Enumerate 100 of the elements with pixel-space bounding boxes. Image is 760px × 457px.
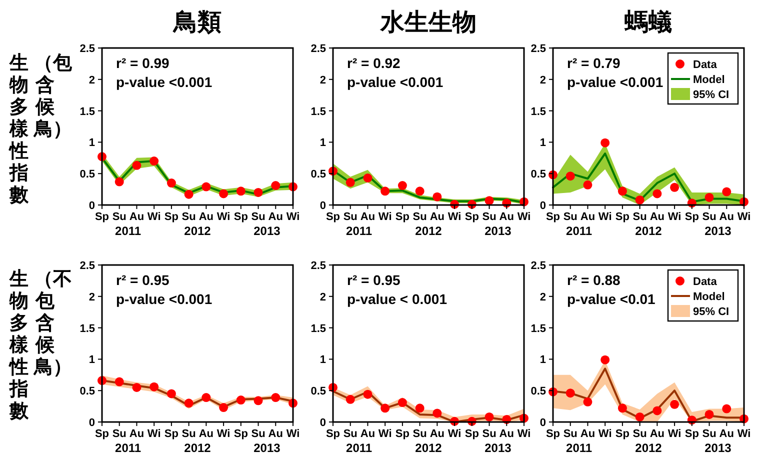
x-tick-label: Wi [286, 211, 300, 223]
point [652, 189, 662, 198]
point [618, 404, 627, 413]
y-tick-label: 2.5 [310, 43, 326, 55]
point [219, 189, 228, 198]
y-tick-label: 2 [88, 291, 95, 304]
y-tick-label: 2.5 [530, 260, 546, 272]
text: 2011 [346, 224, 372, 238]
x-tick-label: Wi [378, 211, 392, 223]
x-tick-label: Su [412, 211, 427, 223]
x-tick-label: Su [251, 428, 266, 440]
y-tick-label: 1 [88, 137, 95, 150]
annotation: r² = 0.95 [347, 272, 401, 288]
y-tick-label: 2 [320, 74, 326, 86]
x-tick-label: Au [650, 211, 665, 223]
x-tick-label: Au [129, 211, 144, 223]
text: 生物多樣性指數（包含候鳥） [10, 52, 72, 206]
y-tick-label: 2.5 [530, 43, 546, 55]
x-tick-label: Au [268, 428, 283, 440]
point [254, 396, 263, 406]
point [398, 181, 407, 190]
point [184, 190, 194, 199]
x-tick-label: Sp [164, 211, 179, 223]
point [484, 196, 494, 206]
x-tick-label: Su [412, 428, 427, 440]
text: 2013 [704, 441, 732, 455]
point [600, 355, 610, 364]
x-tick-label: Sp [164, 428, 179, 440]
point [132, 382, 142, 392]
point [166, 178, 176, 188]
point [704, 410, 714, 419]
y-tick-label: 1.5 [310, 106, 326, 118]
text: 2013 [484, 224, 512, 238]
x-tick-label: Au [580, 211, 596, 223]
text: 生物多樣性指數（不包含候鳥） [10, 268, 72, 422]
text: 2011 [346, 441, 372, 455]
point [254, 188, 263, 197]
point [398, 398, 407, 408]
point [380, 186, 390, 196]
x-tick-label: Su [251, 211, 266, 223]
point [271, 181, 280, 190]
legend-label: 95% CI [693, 306, 730, 318]
point [583, 397, 592, 406]
x-tick-label: Sp [684, 428, 700, 440]
point [432, 192, 442, 202]
x-tick-label: Su [702, 211, 716, 223]
point [722, 187, 732, 196]
x-tick-label: Sp [234, 211, 248, 223]
point [346, 394, 355, 404]
x-tick-label: Sp [94, 211, 110, 223]
x-tick-label: Sp [546, 428, 560, 440]
point [114, 377, 124, 386]
y-tick-label: 0.5 [80, 168, 95, 181]
text: 2012 [635, 224, 662, 238]
annotation: r² = 0.88 [567, 272, 621, 288]
x-tick-label: Wi [668, 428, 682, 440]
point [670, 400, 680, 409]
x-tick-label: Sp [615, 211, 630, 223]
x-tick-label: Au [129, 428, 144, 440]
x-tick-label: Su [182, 211, 196, 223]
annotation: r² = 0.99 [116, 55, 170, 71]
point [236, 186, 246, 196]
x-tick-label: Wi [737, 211, 751, 223]
x-tick-label: Sp [395, 211, 410, 223]
annotation: p-value <0.001 [567, 74, 664, 90]
point [600, 138, 610, 148]
x-tick-label: Wi [668, 211, 682, 223]
y-tick-label: 1.5 [80, 106, 95, 118]
x-tick-label: Su [563, 428, 578, 440]
x-tick-label: Wi [147, 211, 161, 223]
text: 2011 [566, 441, 592, 455]
annotation: p-value < 0.001 [347, 291, 448, 307]
y-tick-label: 1.5 [530, 106, 546, 118]
text: 2013 [254, 441, 281, 455]
x-tick-label: Wi [448, 428, 462, 440]
x-tick-label: Au [430, 428, 445, 440]
x-tick-label: Wi [517, 428, 531, 440]
legend-label: Data [693, 276, 718, 288]
text: 2012 [635, 441, 662, 455]
x-tick-label: Wi [286, 428, 300, 440]
x-tick-label: Sp [464, 211, 480, 223]
text: 2013 [704, 224, 732, 238]
legend-label: Model [693, 74, 725, 86]
point [363, 173, 372, 182]
y-tick-label: 1.5 [310, 322, 326, 335]
y-tick-label: 0 [320, 417, 326, 429]
point [635, 195, 644, 204]
point [380, 404, 390, 413]
x-tick-label: Su [563, 211, 578, 223]
x-tick-label: Au [650, 428, 665, 440]
point [150, 382, 159, 392]
y-tick-label: 0.5 [310, 168, 326, 181]
text: 2012 [184, 224, 212, 238]
x-tick-label: Au [360, 428, 376, 440]
y-tick-label: 1 [320, 354, 326, 366]
annotation: r² = 0.79 [567, 55, 621, 71]
point [722, 404, 732, 414]
x-tick-label: Su [343, 211, 358, 223]
x-tick-label: Sp [464, 428, 480, 440]
x-tick-label: Su [482, 428, 496, 440]
